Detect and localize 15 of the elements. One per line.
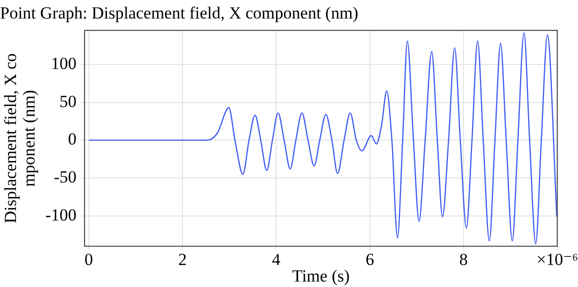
y-tick-label: -100 [45, 205, 77, 224]
x-tick-label: 4 [272, 250, 281, 269]
x-tick-label: 8 [459, 250, 468, 269]
y-tick-label: 0 [68, 130, 77, 149]
y-tick-label: 50 [60, 92, 77, 111]
y-tick-label: 100 [51, 54, 77, 73]
x-tick-label: ×10⁻⁶ [536, 250, 578, 269]
x-tick-label: 2 [178, 250, 187, 269]
line-series [88, 32, 558, 245]
x-tick-label: 6 [366, 250, 374, 269]
x-tick-label: 0 [84, 250, 94, 269]
y-axis-title: Displacement field, X co mponent (nm) [0, 53, 39, 224]
x-axis-title: Time (s) [292, 266, 350, 286]
y-tick-label: -50 [54, 168, 77, 187]
chart-title: Point Graph: Displacement field, X component (nm) [0, 4, 358, 23]
